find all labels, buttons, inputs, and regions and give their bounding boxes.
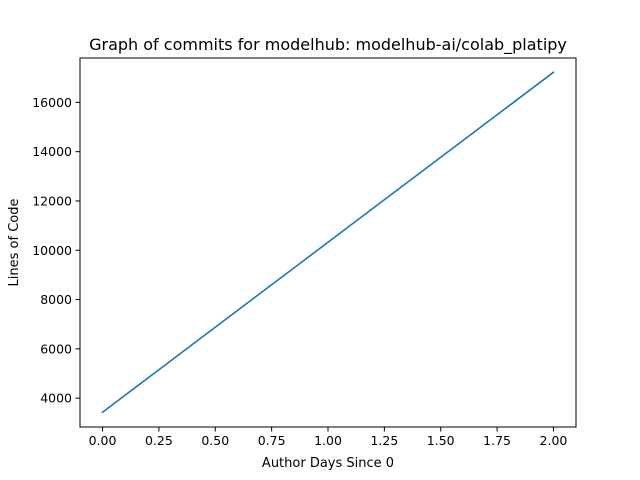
x-tick-label: 1.75 — [483, 433, 511, 448]
x-tick-label: 1.50 — [427, 433, 455, 448]
series-layer — [101, 71, 555, 414]
plot-frame — [79, 57, 577, 428]
y-tick-label: 14000 — [32, 144, 72, 159]
chart-title: Graph of commits for modelhub: modelhub-… — [89, 35, 567, 55]
x-tick-label: 2.00 — [540, 433, 568, 448]
x-tick-label: 1.25 — [370, 433, 398, 448]
y-axis-label: Lines of Code — [7, 199, 22, 287]
y-tick-label: 6000 — [40, 341, 72, 356]
x-axis-ticks: 0.00 0.25 0.50 0.75 1.00 1.25 1.50 1.75 2.00 — [89, 427, 568, 448]
y-tick-label: 10000 — [32, 243, 72, 258]
y-tick-label: 16000 — [32, 95, 72, 110]
x-axis-label: Author Days Since 0 — [262, 456, 394, 471]
series-line — [101, 71, 555, 414]
x-tick-label: 0.00 — [89, 433, 117, 448]
y-tick-label: 4000 — [40, 391, 72, 406]
y-axis-ticks: 4000 6000 8000 10000 12000 14000 16000 — [32, 95, 80, 406]
y-tick-label: 12000 — [32, 193, 72, 208]
x-tick-label: 0.50 — [201, 433, 229, 448]
y-tick-label: 8000 — [40, 292, 72, 307]
x-tick-label: 0.75 — [258, 433, 286, 448]
x-tick-label: 0.25 — [145, 433, 173, 448]
x-tick-label: 1.00 — [314, 433, 342, 448]
